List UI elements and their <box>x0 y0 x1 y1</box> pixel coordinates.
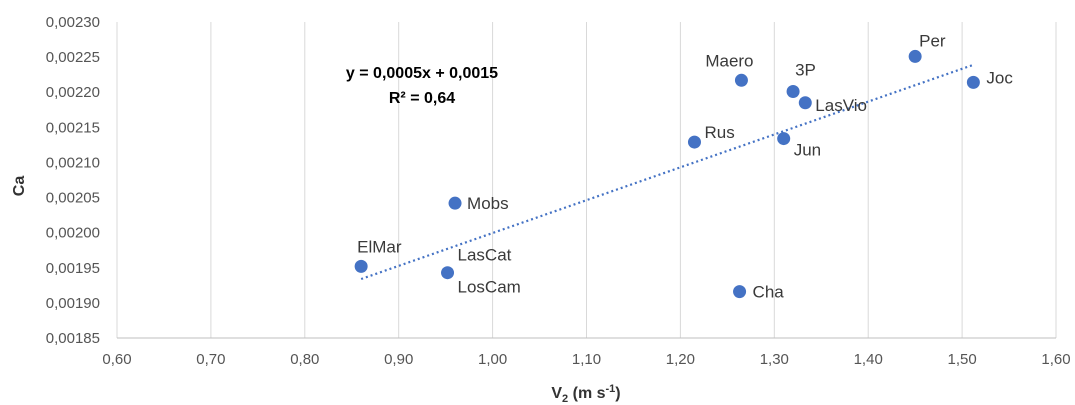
trendline-equation: y = 0,0005x + 0,0015 <box>346 65 498 82</box>
data-point <box>777 132 791 146</box>
x-tick-label: 1,30 <box>760 351 789 368</box>
point-label: LosCam <box>458 278 521 297</box>
data-point <box>448 196 462 210</box>
y-tick-label: 0,00220 <box>46 84 100 101</box>
y-tick-label: 0,00210 <box>46 154 100 171</box>
data-point <box>798 96 812 110</box>
x-tick-label: 1,40 <box>854 351 883 368</box>
y-tick-label: 0,00190 <box>46 295 100 312</box>
y-tick-label: 0,00200 <box>46 225 100 242</box>
x-axis-title-subscript: 2 <box>562 393 568 405</box>
point-labels: ElMar LasCat LosCam Mobs Rus Maero Cha Jun 3P Las… <box>357 31 1013 301</box>
point-label: Rus <box>704 123 734 142</box>
x-tick-label: 0,60 <box>102 351 131 368</box>
trendline <box>360 63 974 281</box>
point-label: Maero <box>705 51 753 70</box>
x-axis-title-superscript: -1 <box>606 383 616 395</box>
x-axis-title-unit-close: ) <box>615 385 620 402</box>
y-tick-label: 0,00230 <box>46 14 100 31</box>
data-point <box>734 73 748 87</box>
x-tick-label: 1,00 <box>478 351 507 368</box>
x-tick-label: 1,20 <box>666 351 695 368</box>
data-point <box>908 49 922 63</box>
x-tick-label: 0,70 <box>196 351 225 368</box>
x-tick-label: 1,60 <box>1041 351 1070 368</box>
x-tick-label: 1,10 <box>572 351 601 368</box>
y-axis-title: Ca <box>11 176 28 197</box>
data-points <box>354 49 980 299</box>
gridlines <box>116 22 1057 338</box>
trendline-group <box>360 63 974 281</box>
point-label: LasVio <box>815 96 867 115</box>
point-label: Jun <box>794 141 821 160</box>
y-tick-label: 0,00185 <box>46 330 100 347</box>
point-label: Cha <box>753 283 785 302</box>
data-point <box>786 85 800 99</box>
r-squared-label: R² = 0,64 <box>389 90 455 107</box>
point-label: Per <box>919 31 946 50</box>
y-tick-label: 0,00225 <box>46 49 100 66</box>
point-label: 3P <box>795 61 816 80</box>
y-tick-label: 0,00215 <box>46 119 100 136</box>
y-tick-label: 0,00205 <box>46 190 100 207</box>
axes: 0,60 0,70 0,80 0,90 1,00 1,10 1,20 1,30 1,40 1,50… <box>46 14 1071 368</box>
data-point <box>354 259 368 273</box>
point-label: LasCat <box>458 246 512 265</box>
x-axis-title: V2 (m s-1) <box>551 383 620 405</box>
x-axis-title-main: V <box>551 385 562 402</box>
point-label: ElMar <box>357 237 402 256</box>
x-tick-label: 0,80 <box>290 351 319 368</box>
data-point <box>441 266 455 280</box>
point-label: Joc <box>986 68 1013 87</box>
point-label: Mobs <box>467 194 509 213</box>
x-tick-label: 1,50 <box>947 351 976 368</box>
x-tick-label: 0,90 <box>384 351 413 368</box>
y-tick-label: 0,00195 <box>46 260 100 277</box>
x-axis-title-unit: (m s <box>568 385 605 402</box>
data-point <box>966 75 980 89</box>
data-point <box>733 285 747 299</box>
data-point <box>687 135 701 149</box>
